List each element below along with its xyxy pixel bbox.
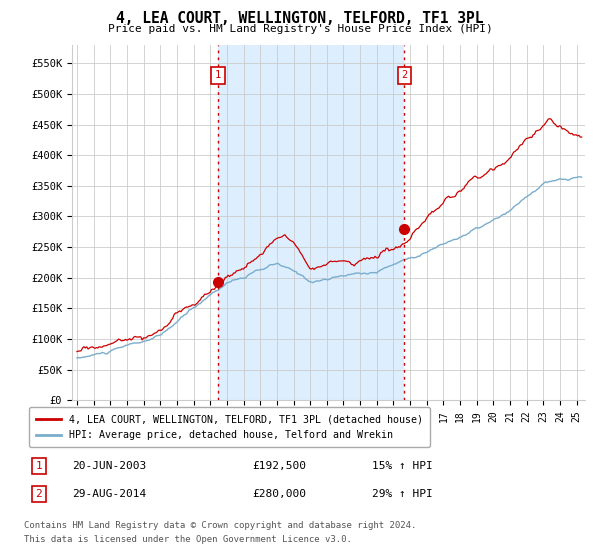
Text: 4, LEA COURT, WELLINGTON, TELFORD, TF1 3PL: 4, LEA COURT, WELLINGTON, TELFORD, TF1 3… <box>116 11 484 26</box>
Text: Contains HM Land Registry data © Crown copyright and database right 2024.: Contains HM Land Registry data © Crown c… <box>24 521 416 530</box>
Legend: 4, LEA COURT, WELLINGTON, TELFORD, TF1 3PL (detached house), HPI: Average price,: 4, LEA COURT, WELLINGTON, TELFORD, TF1 3… <box>29 407 430 447</box>
Text: This data is licensed under the Open Government Licence v3.0.: This data is licensed under the Open Gov… <box>24 535 352 544</box>
Text: £280,000: £280,000 <box>252 489 306 499</box>
Text: 29% ↑ HPI: 29% ↑ HPI <box>372 489 433 499</box>
Text: Price paid vs. HM Land Registry's House Price Index (HPI): Price paid vs. HM Land Registry's House … <box>107 24 493 34</box>
Text: 15% ↑ HPI: 15% ↑ HPI <box>372 461 433 471</box>
Text: 1: 1 <box>215 71 221 81</box>
Bar <box>218 45 404 400</box>
Text: 2: 2 <box>401 71 407 81</box>
Text: £192,500: £192,500 <box>252 461 306 471</box>
Text: 29-AUG-2014: 29-AUG-2014 <box>72 489 146 499</box>
Text: 20-JUN-2003: 20-JUN-2003 <box>72 461 146 471</box>
Text: 2: 2 <box>35 489 43 499</box>
Text: 1: 1 <box>35 461 43 471</box>
